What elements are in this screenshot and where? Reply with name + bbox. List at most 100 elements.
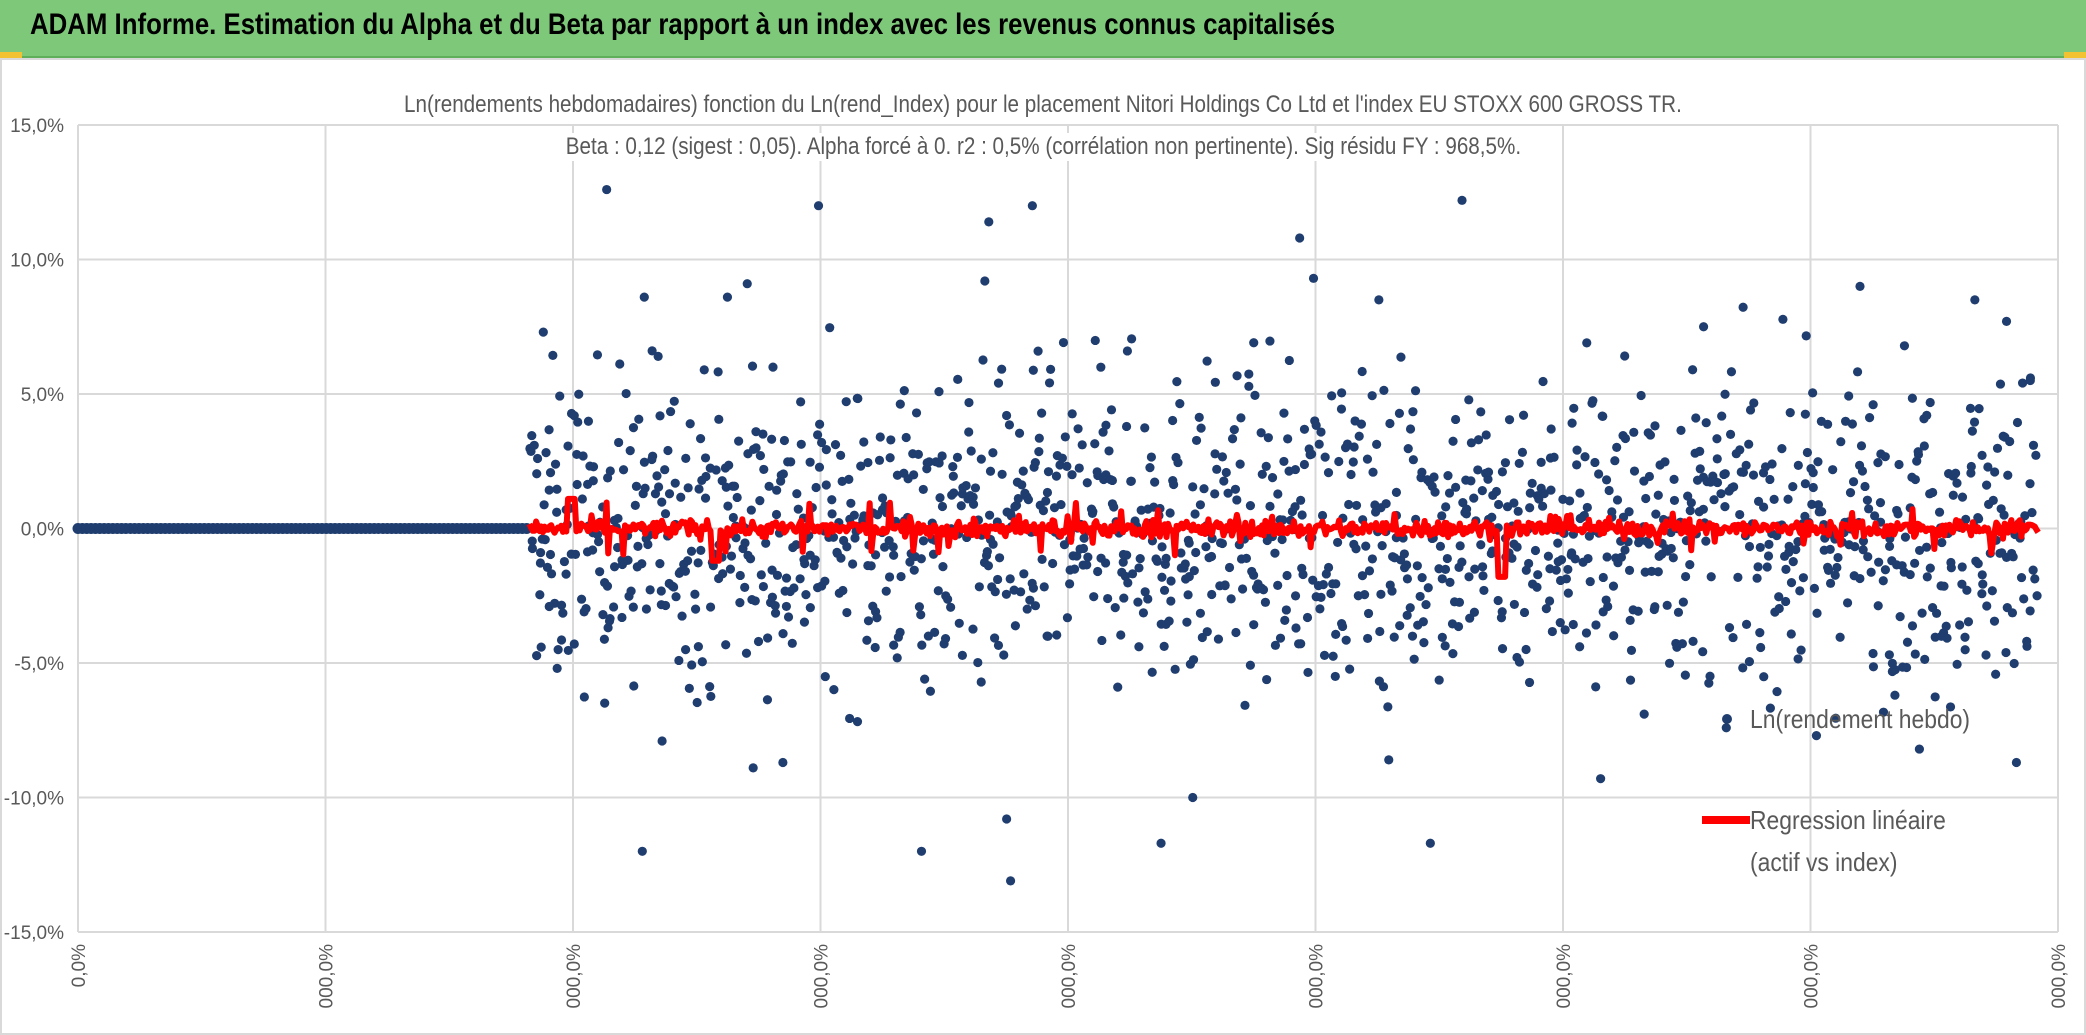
scatter-point [952, 452, 963, 462]
scatter-point [696, 545, 706, 555]
scatter-point [1121, 421, 1132, 432]
scatter-point [750, 596, 760, 606]
scatter-point [1783, 494, 1793, 504]
scatter-point [1231, 627, 1241, 638]
scatter-point [783, 612, 794, 622]
scatter-point [1625, 675, 1636, 685]
scatter-point [735, 597, 745, 608]
x-tick-label: 0,0% [69, 944, 90, 987]
scatter-point [687, 660, 697, 670]
scatter-point [1575, 642, 1585, 652]
scatter-point [1982, 601, 1992, 611]
y-tick-label: 5,0% [21, 385, 64, 406]
scatter-point [877, 493, 888, 503]
scatter-point [556, 600, 567, 610]
scatter-point [1978, 579, 1988, 589]
scatter-point [918, 484, 928, 495]
scatter-point [1801, 331, 1811, 341]
scatter-point [1403, 444, 1413, 454]
scatter-point [1150, 477, 1160, 487]
scatter-point [1383, 702, 1393, 712]
scatter-point [1527, 478, 1537, 489]
scatter-point [1793, 654, 1803, 664]
scatter-point [1290, 502, 1300, 512]
scatter-point [1258, 585, 1269, 595]
scatter-point [1596, 774, 1606, 784]
scatter-point [1017, 480, 1027, 490]
scatter-point [1375, 626, 1385, 637]
scatter-point [800, 558, 810, 569]
scatter-point [920, 674, 930, 684]
scatter-point [640, 483, 650, 493]
scatter-point [1549, 452, 1559, 462]
scatter-point [1405, 424, 1416, 434]
scatter-point [1051, 471, 1062, 481]
scatter-point [863, 616, 874, 626]
scatter-point [916, 554, 926, 564]
scatter-point [2019, 594, 2029, 604]
scatter-point [746, 505, 756, 515]
scatter-point [1966, 461, 1976, 472]
chart-title: Ln(rendements hebdomadaires) fonction du… [0, 91, 2086, 119]
scatter-point [1361, 541, 1371, 551]
chart-frame [0, 58, 2086, 1035]
scatter-point [639, 457, 649, 467]
scatter-point [787, 638, 797, 648]
scatter-point [1942, 633, 1952, 643]
scatter-point [1245, 660, 1255, 670]
scatter-point [1778, 314, 1788, 324]
scatter-point [997, 364, 1007, 374]
scatter-point [1237, 584, 1248, 594]
scatter-point [1330, 671, 1340, 682]
scatter-point [918, 536, 929, 546]
scatter-point [1033, 346, 1043, 356]
scatter-point [1946, 563, 1956, 573]
scatter-point [1118, 557, 1128, 567]
scatter-point [1082, 478, 1092, 488]
scatter-point [652, 471, 662, 481]
scatter-point [1037, 408, 1047, 418]
scatter-point [1880, 452, 1890, 462]
x-tick-label: 000,0% [812, 944, 833, 1009]
scatter-point [1337, 388, 1347, 398]
scatter-point [1572, 445, 1582, 455]
scatter-point [821, 445, 831, 455]
scatter-point [1992, 443, 2003, 453]
scatter-point [1270, 640, 1281, 650]
scatter-point [1729, 482, 1739, 492]
scatter-point [574, 389, 584, 399]
scatter-point [617, 612, 627, 623]
scatter-point [988, 539, 998, 549]
scatter-point [1644, 471, 1654, 482]
scatter-point [949, 488, 959, 498]
scatter-point [1902, 637, 1913, 647]
scatter-point [2022, 636, 2032, 646]
scatter-point [544, 485, 554, 495]
scatter-point [1712, 454, 1722, 464]
scatter-point [1357, 366, 1367, 377]
scatter-point [1733, 572, 1743, 582]
scatter-point [1963, 617, 1974, 627]
scatter-point [1367, 554, 1377, 564]
scatter-point [1005, 574, 1015, 584]
scatter-point [1394, 408, 1405, 418]
scatter-point [937, 501, 948, 512]
scatter-point [1384, 755, 1394, 765]
scatter-point [700, 453, 711, 463]
scatter-point [556, 635, 567, 645]
scatter-point [1223, 488, 1233, 498]
scatter-point [600, 698, 610, 708]
scatter-point [1858, 536, 1869, 546]
scatter-point [1407, 631, 1418, 641]
scatter-point [1917, 608, 1927, 618]
scatter-point [761, 538, 771, 548]
scatter-point [1260, 597, 1271, 607]
scatter-point [1870, 511, 1880, 521]
scatter-point [772, 485, 782, 495]
scatter-point [1351, 500, 1362, 511]
scatter-point [1541, 604, 1551, 614]
scatter-point [881, 586, 891, 596]
scatter-point [990, 587, 1000, 597]
scatter-point [550, 459, 561, 469]
scatter-point [756, 570, 766, 580]
